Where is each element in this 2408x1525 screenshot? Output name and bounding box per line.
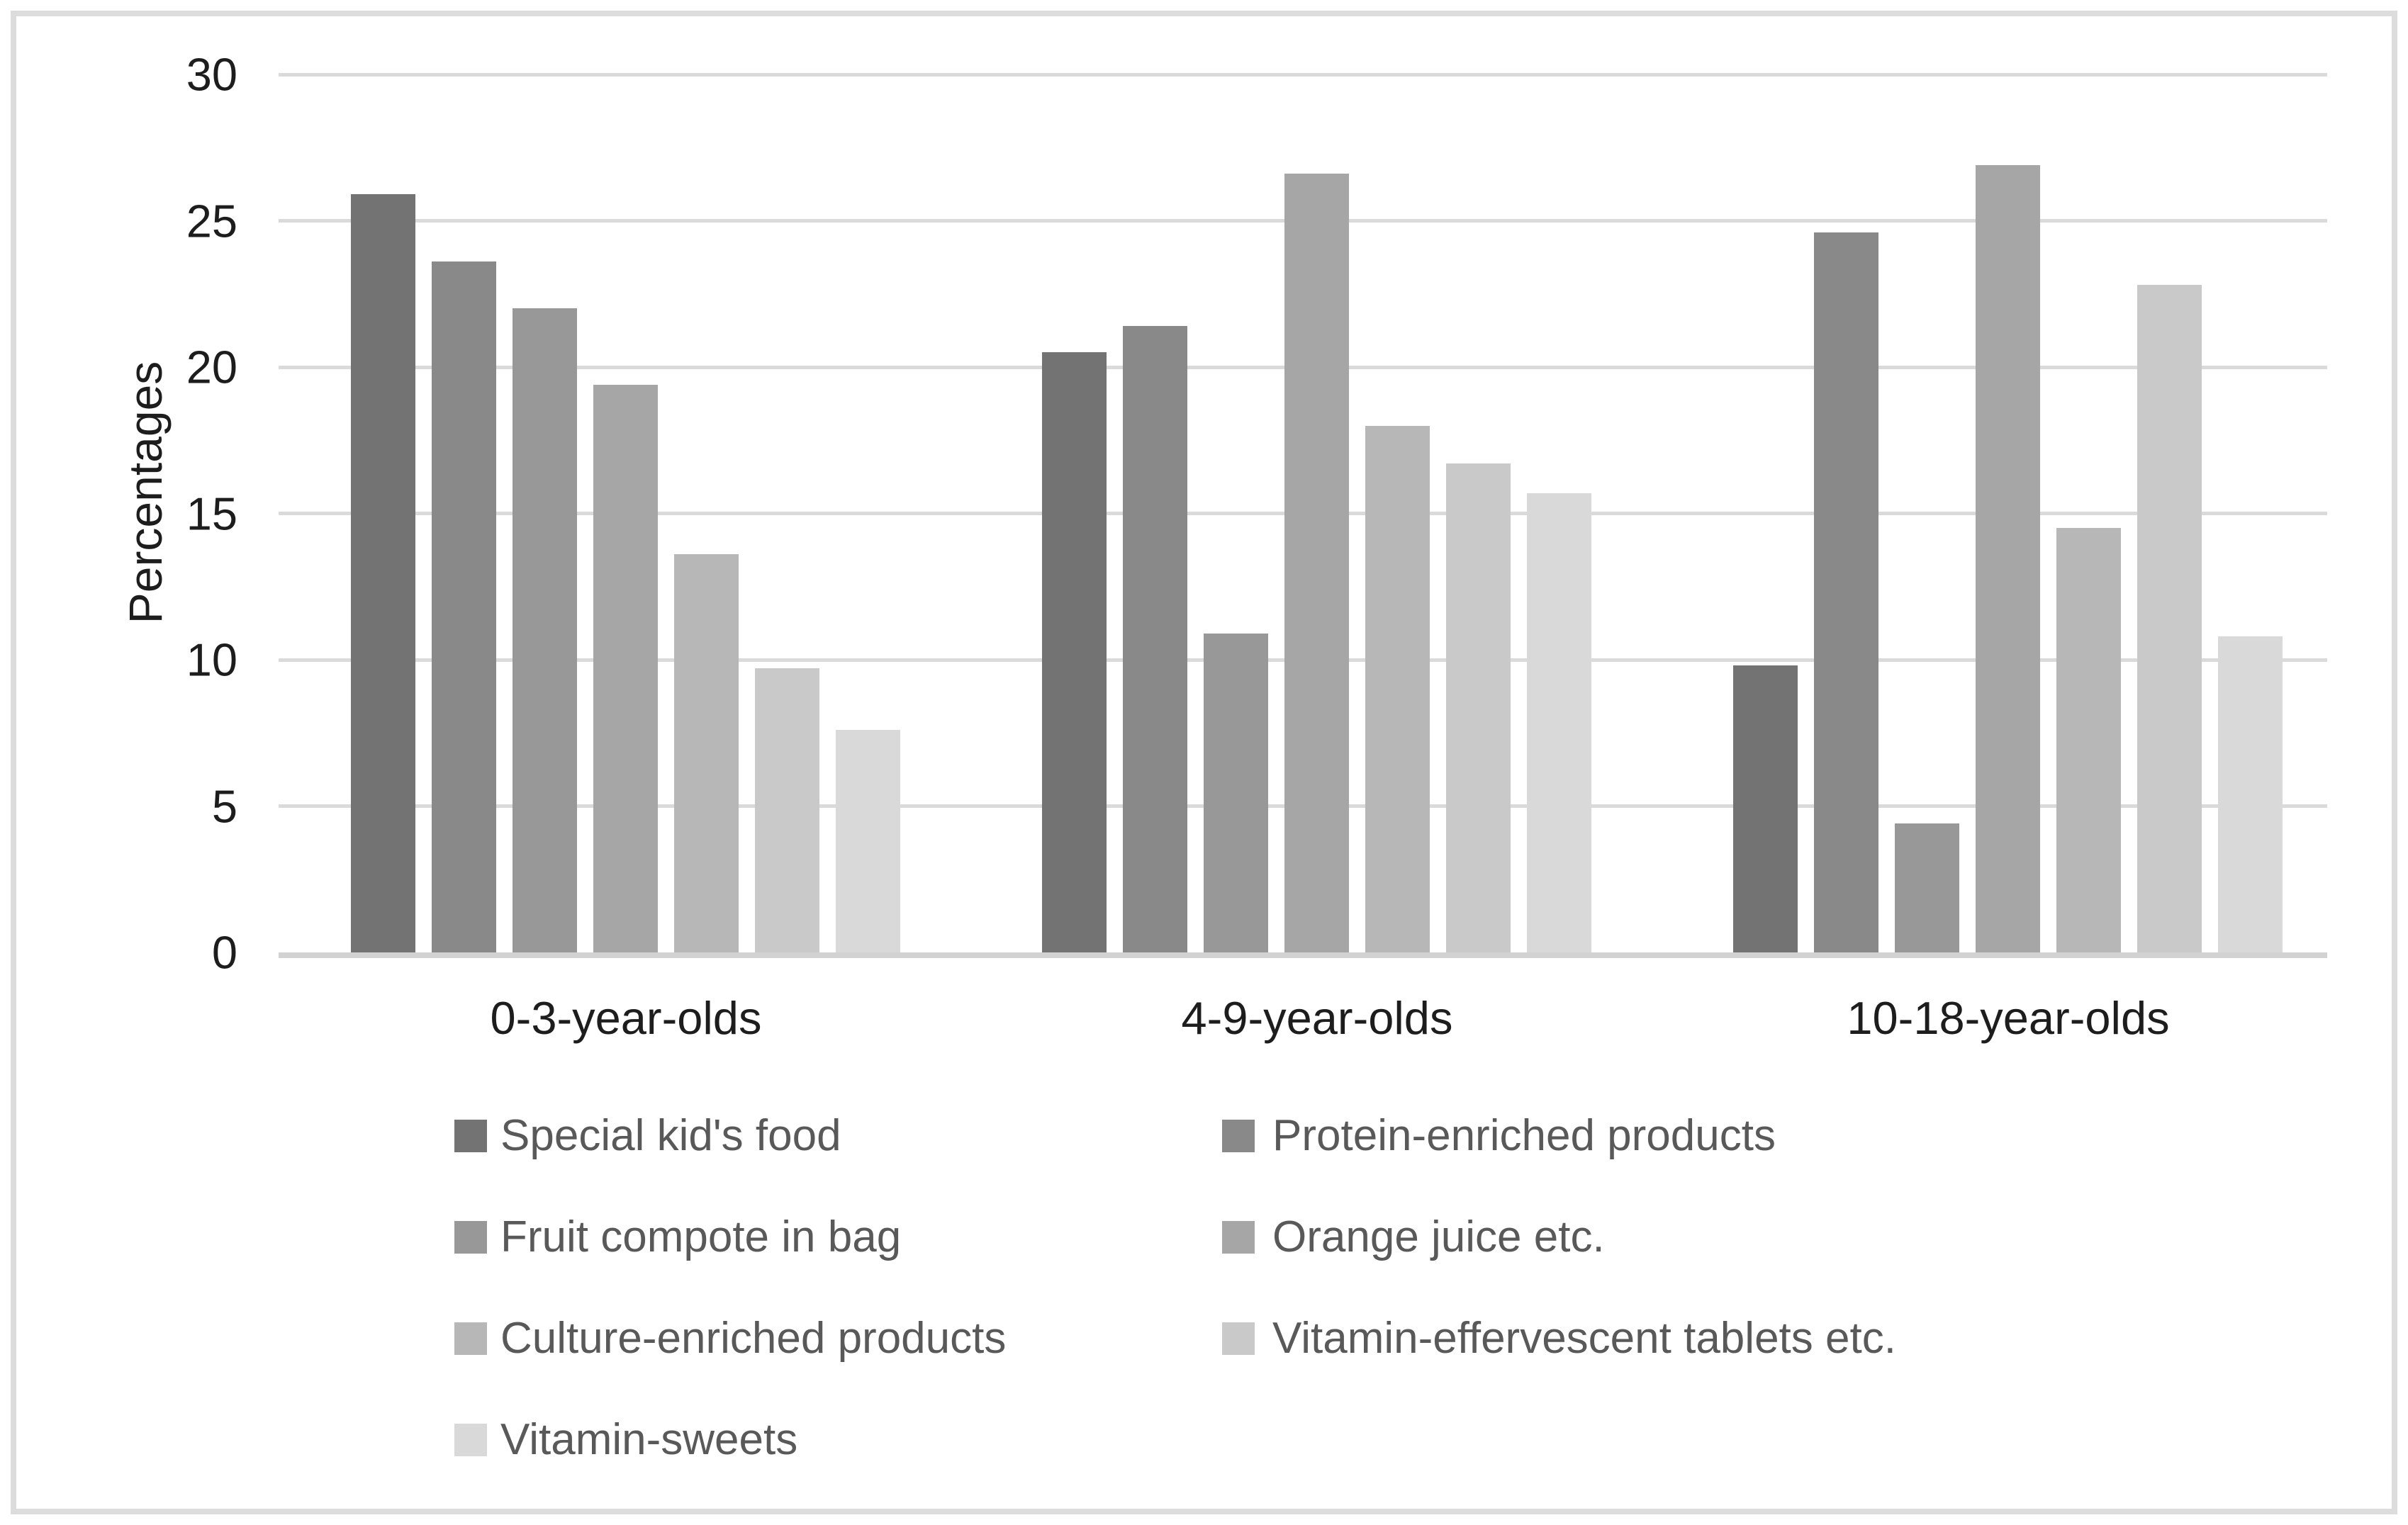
bar-vitamin-sweets-4-9-year-olds — [1527, 493, 1591, 952]
bar-orange-juice-etc--4-9-year-olds — [1284, 174, 1349, 952]
bar-special-kid-s-food-0-3-year-olds — [351, 194, 415, 952]
bar-culture-enriched-products-0-3-year-olds — [674, 554, 739, 952]
y-axis-tick-label-10: 10 — [186, 634, 237, 686]
bar-vitamin-sweets-10-18-year-olds — [2218, 636, 2283, 952]
legend-label: Special kid's food — [500, 1111, 841, 1160]
x-axis-category-label-10-18-year-olds: 10-18-year-olds — [1847, 992, 2170, 1044]
y-axis-tick-label-30: 30 — [186, 48, 237, 101]
x-axis-line — [279, 952, 2327, 958]
legend-swatch-icon — [454, 1322, 487, 1355]
bar-fruit-compote-in-bag-0-3-year-olds — [513, 308, 577, 952]
legend-swatch-icon — [454, 1424, 487, 1456]
bar-vitamin-effervescent-tablets-etc--4-9-year-olds — [1446, 463, 1511, 952]
x-axis-category-label-4-9-year-olds: 4-9-year-olds — [1181, 992, 1453, 1044]
y-axis-tick-label-5: 5 — [211, 780, 237, 833]
legend-label: Vitamin-sweets — [500, 1415, 798, 1464]
bar-fruit-compote-in-bag-4-9-year-olds — [1204, 634, 1268, 952]
y-axis-tick-label-15: 15 — [186, 488, 237, 540]
bar-culture-enriched-products-10-18-year-olds — [2056, 528, 2121, 952]
bar-protein-enriched-products-4-9-year-olds — [1123, 326, 1187, 952]
y-axis-tick-label-0: 0 — [211, 926, 237, 979]
legend-label: Orange juice etc. — [1272, 1212, 1605, 1261]
legend-swatch-icon — [454, 1221, 487, 1254]
legend-label: Culture-enriched products — [500, 1314, 1007, 1363]
bar-orange-juice-etc--10-18-year-olds — [1976, 165, 2040, 952]
bar-fruit-compote-in-bag-10-18-year-olds — [1895, 823, 1959, 952]
legend-swatch-icon — [1222, 1120, 1255, 1152]
bar-orange-juice-etc--0-3-year-olds — [593, 385, 658, 952]
y-axis-title: Percentages — [119, 361, 172, 624]
y-axis-tick-label-25: 25 — [186, 195, 237, 247]
bar-vitamin-sweets-0-3-year-olds — [836, 730, 900, 952]
bar-special-kid-s-food-4-9-year-olds — [1042, 352, 1107, 952]
legend-swatch-icon — [454, 1120, 487, 1152]
legend-swatch-icon — [1222, 1322, 1255, 1355]
bar-special-kid-s-food-10-18-year-olds — [1733, 665, 1798, 952]
legend-label: Fruit compote in bag — [500, 1212, 902, 1261]
legend-label: Protein-enriched products — [1272, 1111, 1776, 1160]
bar-vitamin-effervescent-tablets-etc--10-18-year-olds — [2137, 285, 2202, 952]
bar-protein-enriched-products-10-18-year-olds — [1814, 232, 1878, 952]
x-axis-category-label-0-3-year-olds: 0-3-year-olds — [490, 992, 762, 1044]
bar-culture-enriched-products-4-9-year-olds — [1365, 426, 1430, 952]
y-axis-tick-label-20: 20 — [186, 341, 237, 393]
bar-vitamin-effervescent-tablets-etc--0-3-year-olds — [755, 668, 819, 952]
gridline-y-30 — [279, 73, 2327, 77]
bar-protein-enriched-products-0-3-year-olds — [432, 261, 496, 952]
legend-swatch-icon — [1222, 1221, 1255, 1254]
legend-label: Vitamin-effervescent tablets etc. — [1272, 1314, 1896, 1363]
